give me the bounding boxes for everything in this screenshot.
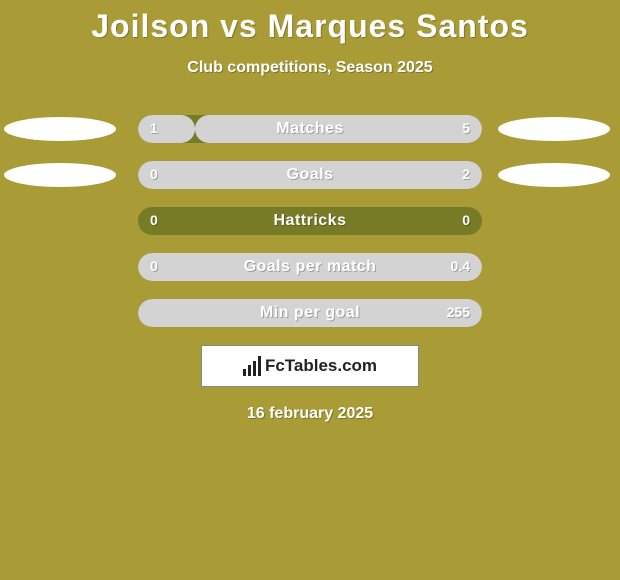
- stat-label: Goals: [138, 166, 482, 184]
- stat-row: Goals0 2: [0, 161, 620, 189]
- stat-value-right: 2: [462, 166, 470, 182]
- stat-row: Min per goal255: [0, 299, 620, 327]
- date-text: 16 february 2025: [0, 405, 620, 423]
- stat-label: Min per goal: [138, 304, 482, 322]
- stat-label: Hattricks: [138, 212, 482, 230]
- player-oval-left: [4, 117, 116, 141]
- stat-bar: Matches1 5: [138, 115, 482, 143]
- page-title: Joilson vs Marques Santos: [0, 0, 620, 45]
- logo-bars-icon: [243, 356, 261, 376]
- stat-row: Matches1 5: [0, 115, 620, 143]
- stat-bar: Hattricks0 0: [138, 207, 482, 235]
- logo-box[interactable]: FcTables.com: [201, 345, 419, 387]
- stat-value-right: 0: [462, 212, 470, 228]
- stat-bar: Goals0 2: [138, 161, 482, 189]
- stat-value-left: 0: [150, 258, 158, 274]
- player-oval-right: [498, 163, 610, 187]
- container: Joilson vs Marques Santos Club competiti…: [0, 0, 620, 580]
- stat-label: Matches: [138, 120, 482, 138]
- stat-value-left: 0: [150, 212, 158, 228]
- stat-row: Hattricks0 0: [0, 207, 620, 235]
- stat-value-left: 0: [150, 166, 158, 182]
- stat-rows: Matches15Goals02Hattricks00Goals per mat…: [0, 115, 620, 327]
- stat-value-right: 255: [447, 304, 470, 320]
- stat-value-left: 1: [150, 120, 158, 136]
- stat-bar: Goals per match0 0.4: [138, 253, 482, 281]
- stat-value-right: 0.4: [451, 258, 470, 274]
- logo-text: FcTables.com: [265, 356, 377, 376]
- stat-label: Goals per match: [138, 258, 482, 276]
- subtitle: Club competitions, Season 2025: [0, 59, 620, 77]
- player-oval-left: [4, 163, 116, 187]
- stat-value-right: 5: [462, 120, 470, 136]
- stat-row: Goals per match0 0.4: [0, 253, 620, 281]
- player-oval-right: [498, 117, 610, 141]
- stat-bar: Min per goal255: [138, 299, 482, 327]
